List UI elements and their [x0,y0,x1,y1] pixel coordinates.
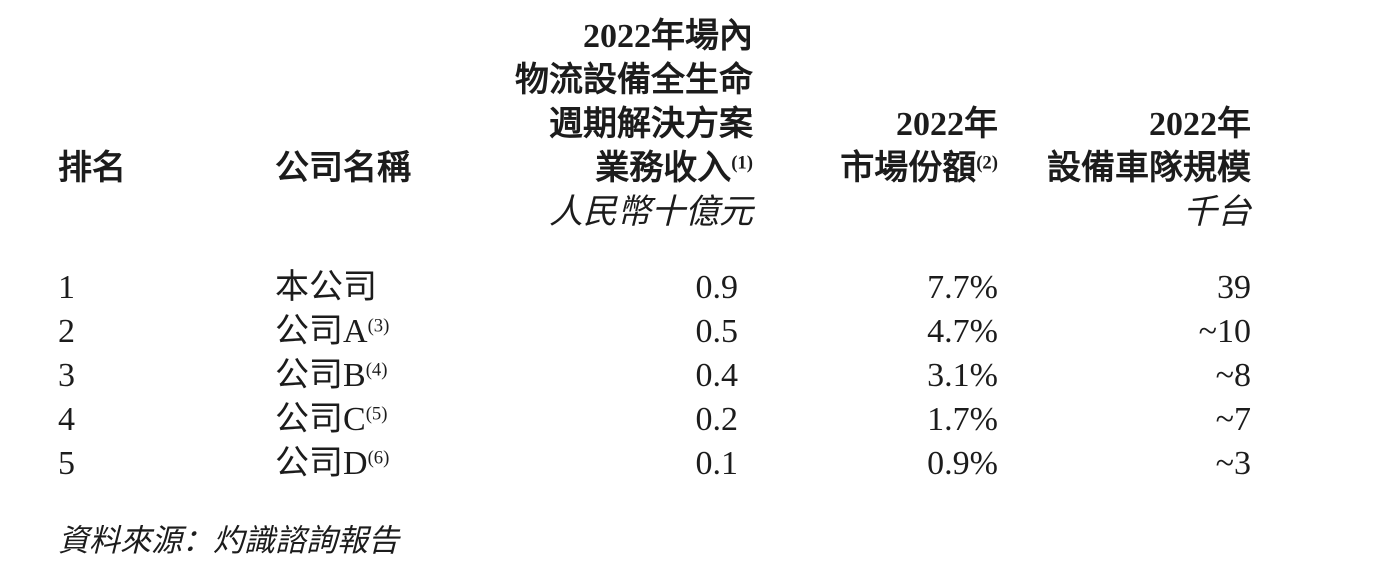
company-name: 公司B [275,357,366,394]
company-cell: 公司B(4) [275,354,515,398]
share-header-line2: 市場份額(2) [753,147,998,191]
revenue-column-header: 2022年場內 物流設備全生命 週期解決方案 業務收入(1) [515,15,753,191]
revenue-cell: 0.4 [695,357,739,394]
revenue-cell: 0.1 [695,445,739,482]
company-name: 公司A [275,313,368,350]
company-name: 本公司 [275,269,377,306]
fleet-unit-label: 千台 [1183,194,1251,231]
fleet-header-line2: 設備車隊規模 [1047,150,1251,187]
company-unit-cell [275,191,515,235]
revenue-header-label: 業務收入 [595,150,732,187]
fleet-cell: ~10 [1198,313,1251,350]
footnote-ref-2: (2) [976,152,998,174]
share-cell: 1.7% [927,401,998,438]
rank-cell: 2 [58,313,75,350]
company-header-label: 公司名稱 [275,150,411,187]
rank-cell: 1 [58,269,75,306]
fleet-cell: ~3 [1215,445,1251,482]
footnote-ref: (5) [365,403,388,425]
footnote-ref: (3) [367,315,390,337]
revenue-cell: 0.5 [695,313,739,350]
rank-column-header: 排名 [58,15,275,191]
table-row: 1 本公司 0.9 7.7% 39 [58,235,1251,310]
footnote-ref-1: (1) [731,152,753,174]
fleet-column-header: 2022年 設備車隊規模 [998,15,1251,191]
revenue-header-line1: 2022年場內 [583,18,753,55]
company-name: 公司D [275,445,368,482]
footnote-ref: (4) [365,359,388,381]
company-cell: 本公司 [275,235,515,310]
share-header-label: 市場份額 [840,150,977,187]
footnote-ref: (6) [367,447,390,469]
share-cell: 3.1% [927,357,998,394]
company-cell: 公司C(5) [275,398,515,442]
revenue-header-line2: 物流設備全生命 [515,62,753,99]
share-cell: 7.7% [927,269,998,306]
rank-unit-cell [58,191,275,235]
source-note: 資料來源：灼識諮詢報告 [58,523,399,558]
revenue-unit-label: 人民幣十億元 [549,194,753,231]
fleet-cell: ~7 [1215,401,1251,438]
company-column-header: 公司名稱 [275,15,515,191]
market-ranking-table: 排名 公司名稱 2022年場內 物流設備全生命 週期解決方案 業務收入(1) 2… [58,15,1251,486]
revenue-cell: 0.2 [695,401,739,438]
rank-cell: 5 [58,445,75,482]
table-header: 排名 公司名稱 2022年場內 物流設備全生命 週期解決方案 業務收入(1) 2… [58,15,1251,235]
fleet-header-line1: 2022年 [1149,106,1251,143]
table-row: 2 公司A(3) 0.5 4.7% ~10 [58,310,1251,354]
revenue-cell: 0.9 [695,269,739,306]
share-column-header: 2022年 市場份額(2) [753,15,998,191]
share-header-line1: 2022年 [896,106,998,143]
company-name: 公司C [275,401,366,438]
table-row: 4 公司C(5) 0.2 1.7% ~7 [58,398,1251,442]
company-cell: 公司D(6) [275,442,515,486]
fleet-cell: 39 [1217,269,1251,306]
fleet-cell: ~8 [1215,357,1251,394]
revenue-header-line4: 業務收入(1) [515,147,753,191]
rank-cell: 4 [58,401,75,438]
table-row: 5 公司D(6) 0.1 0.9% ~3 [58,442,1251,486]
revenue-header-line3: 週期解決方案 [549,106,753,143]
rank-header-label: 排名 [58,150,126,187]
company-cell: 公司A(3) [275,310,515,354]
share-unit-cell [753,191,998,235]
share-cell: 0.9% [927,445,998,482]
share-cell: 4.7% [927,313,998,350]
table-row: 3 公司B(4) 0.4 3.1% ~8 [58,354,1251,398]
table-body: 1 本公司 0.9 7.7% 39 2 公司A(3) 0.5 4.7% ~10 … [58,235,1251,486]
rank-cell: 3 [58,357,75,394]
